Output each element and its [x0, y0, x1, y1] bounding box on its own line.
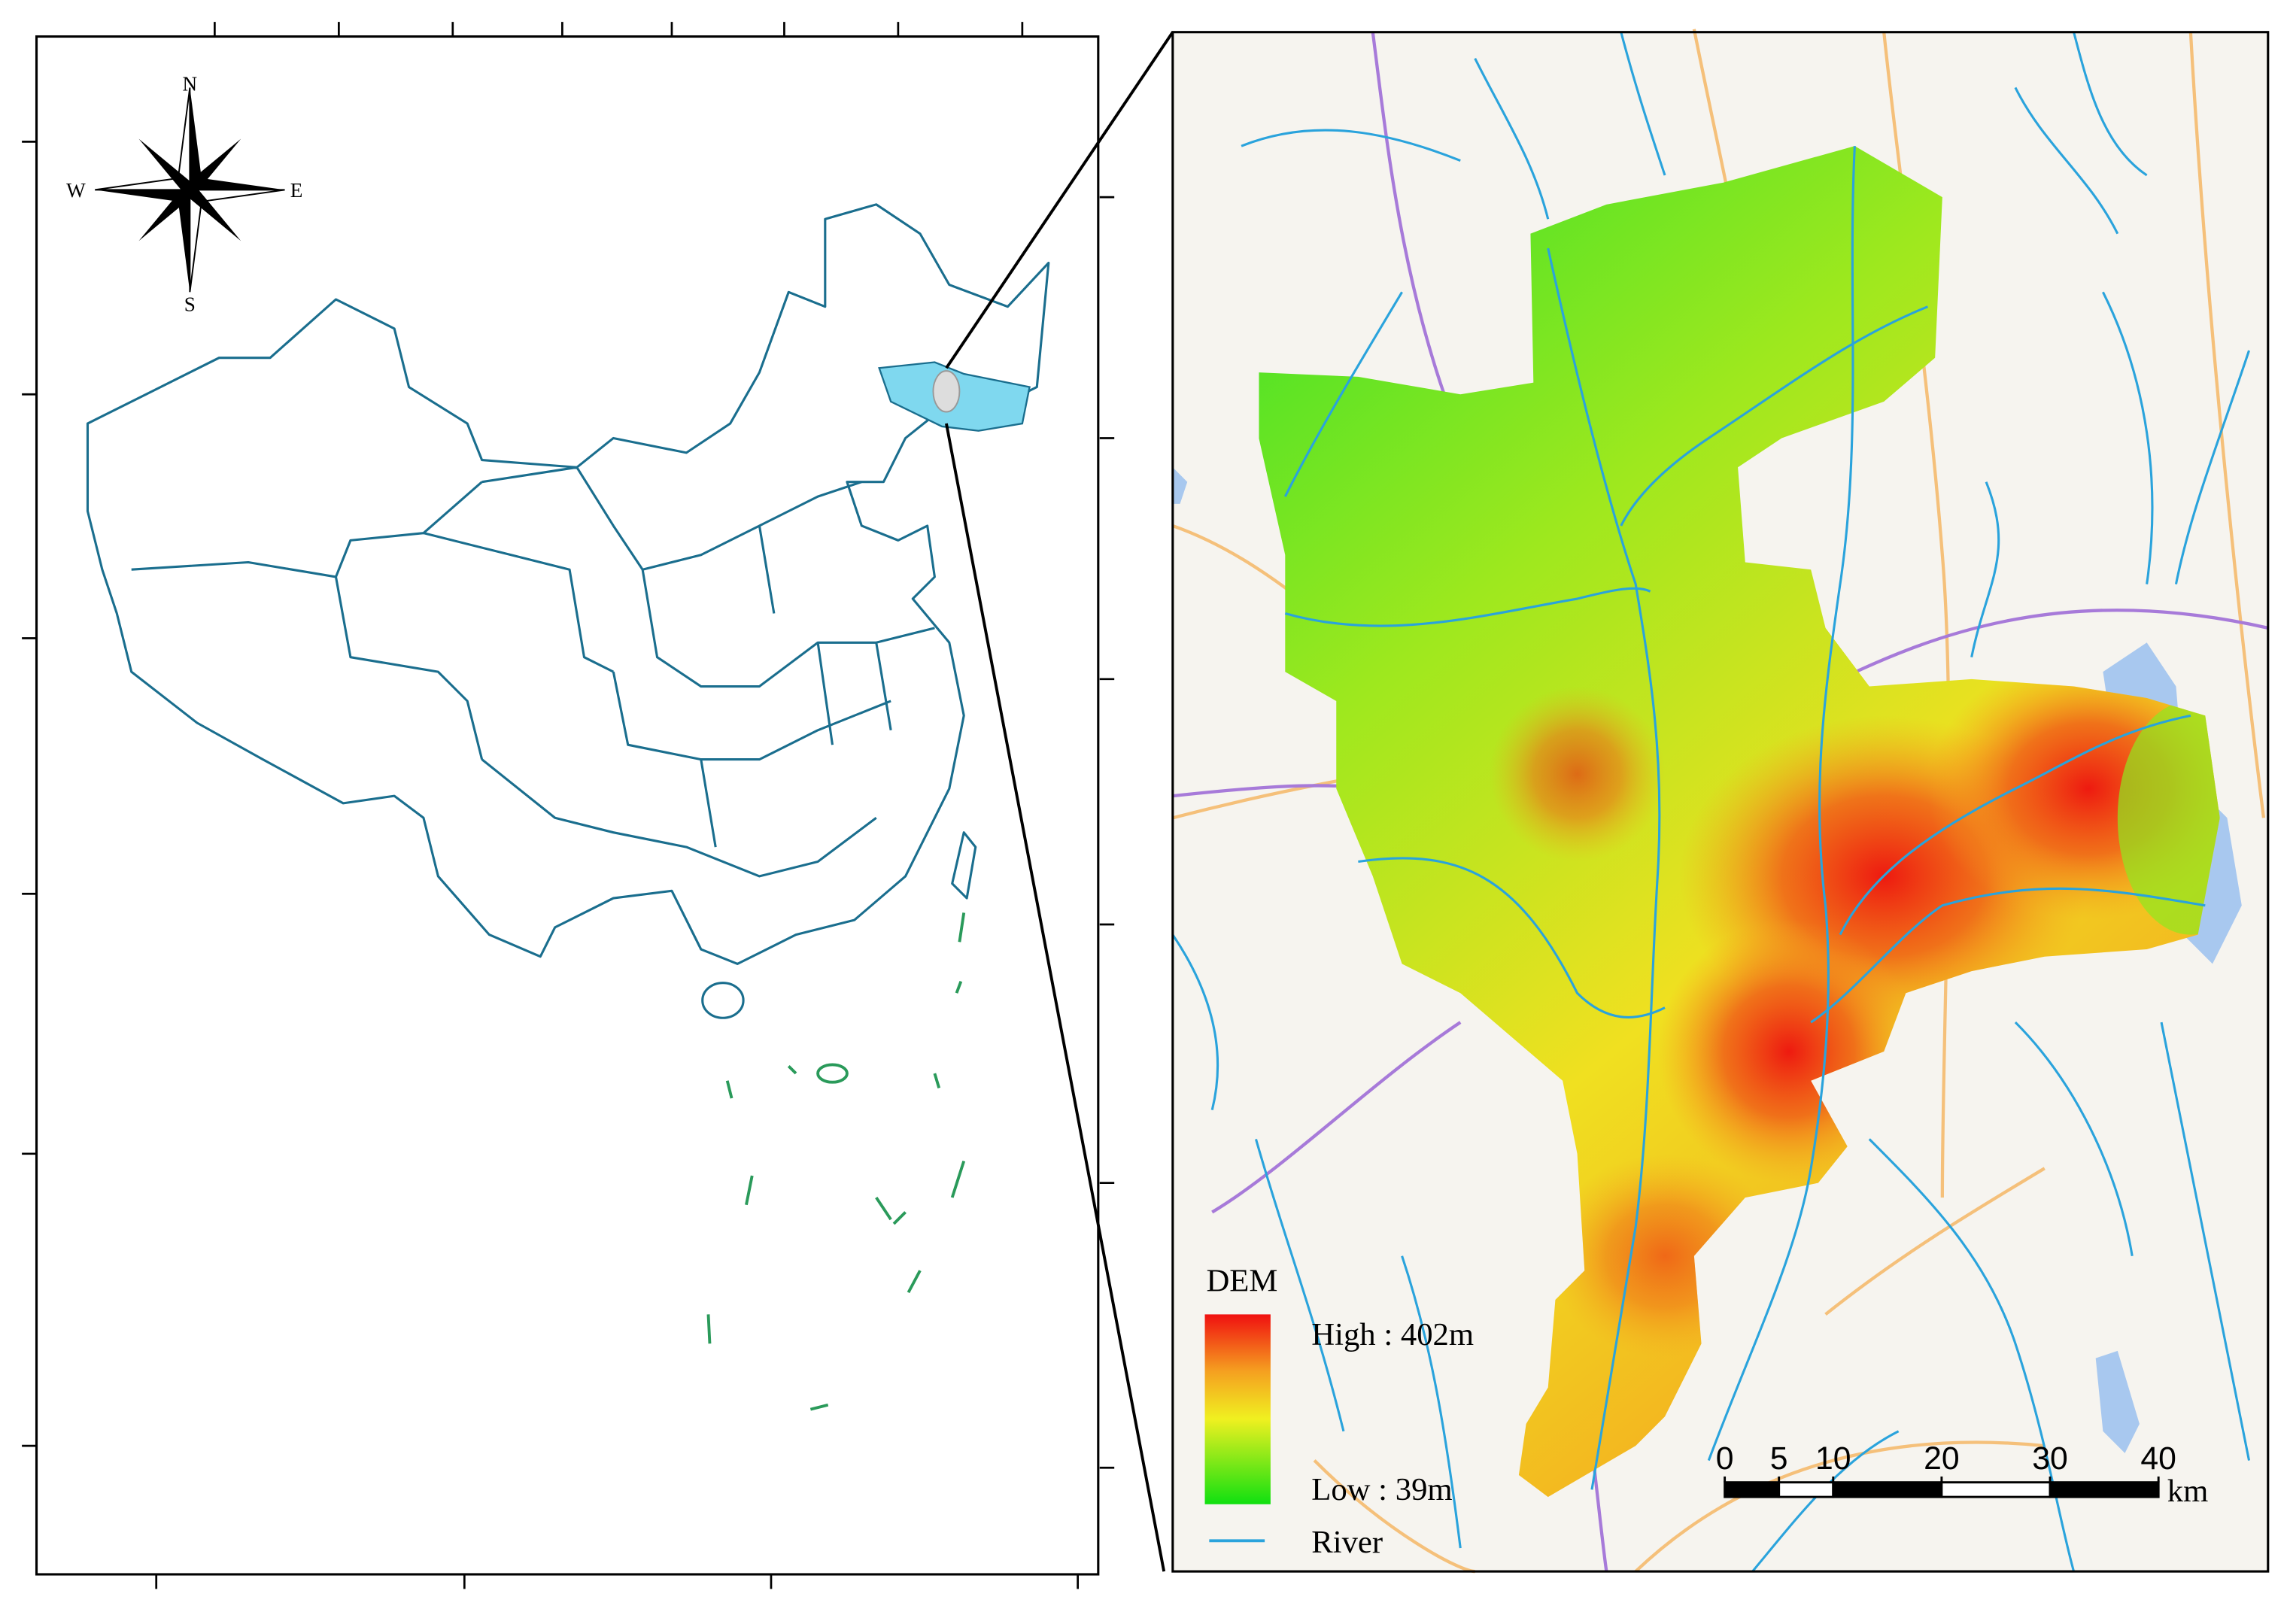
river [1547, 247, 1661, 1490]
legend-title: DEM [1206, 1263, 1277, 1298]
taiwan [951, 831, 977, 900]
legend-low: Low : 39m [1311, 1472, 1452, 1507]
legend: DEM High : 402m Low : 39m River [1204, 1263, 1474, 1560]
compass-label: S [184, 293, 196, 316]
left-frame [35, 35, 1100, 1576]
compass-arm [138, 190, 190, 241]
compass-arm [190, 138, 241, 190]
scale-unit: km [2167, 1474, 2209, 1509]
zoom-connector [945, 31, 1174, 1572]
country-outline [86, 203, 1050, 965]
compass-label: N [183, 72, 198, 95]
legend-river: River [1311, 1525, 1383, 1560]
river [1358, 857, 1666, 1018]
scale-segment [1940, 1481, 2052, 1498]
islands [706, 912, 966, 1411]
compass-arm [138, 138, 190, 190]
compass-arm [178, 190, 190, 293]
frame-ticks [22, 22, 1080, 1589]
dem-high [1490, 686, 1666, 862]
rivers [1171, 32, 2251, 1573]
scale-label: 10 [1815, 1440, 1851, 1477]
right-frame [1171, 31, 2270, 1573]
river [1620, 305, 1929, 527]
compass-arm [95, 190, 190, 202]
scale-segment [1778, 1481, 1835, 1498]
scale-label: 5 [1770, 1440, 1788, 1477]
scale-label: 20 [1924, 1440, 1959, 1477]
province-borders [131, 466, 935, 878]
compass-arm [190, 190, 241, 241]
scale-segment [2049, 1481, 2160, 1498]
river [1839, 714, 2191, 936]
compass-label: E [290, 179, 303, 202]
scale-label: 40 [2140, 1440, 2176, 1477]
legend-ramp [1204, 1314, 1271, 1504]
frame-ticks [1099, 196, 1115, 1469]
river [1284, 587, 1651, 627]
legend-high: High : 402m [1311, 1317, 1474, 1352]
compass-label: W [66, 179, 86, 202]
scale-label: 0 [1716, 1440, 1734, 1477]
compass-arm [190, 87, 202, 190]
hainan [701, 982, 745, 1019]
dem-low [2117, 700, 2220, 935]
scale-label: 30 [2032, 1440, 2067, 1477]
scale-segment [1724, 1481, 1781, 1498]
study-area [932, 370, 961, 413]
river [1707, 146, 1856, 1462]
compass-arm [190, 178, 285, 190]
scale-segment [1832, 1481, 1943, 1498]
china-map [86, 203, 1050, 1411]
compass: N W E S [66, 72, 302, 315]
river [1810, 887, 2206, 1024]
